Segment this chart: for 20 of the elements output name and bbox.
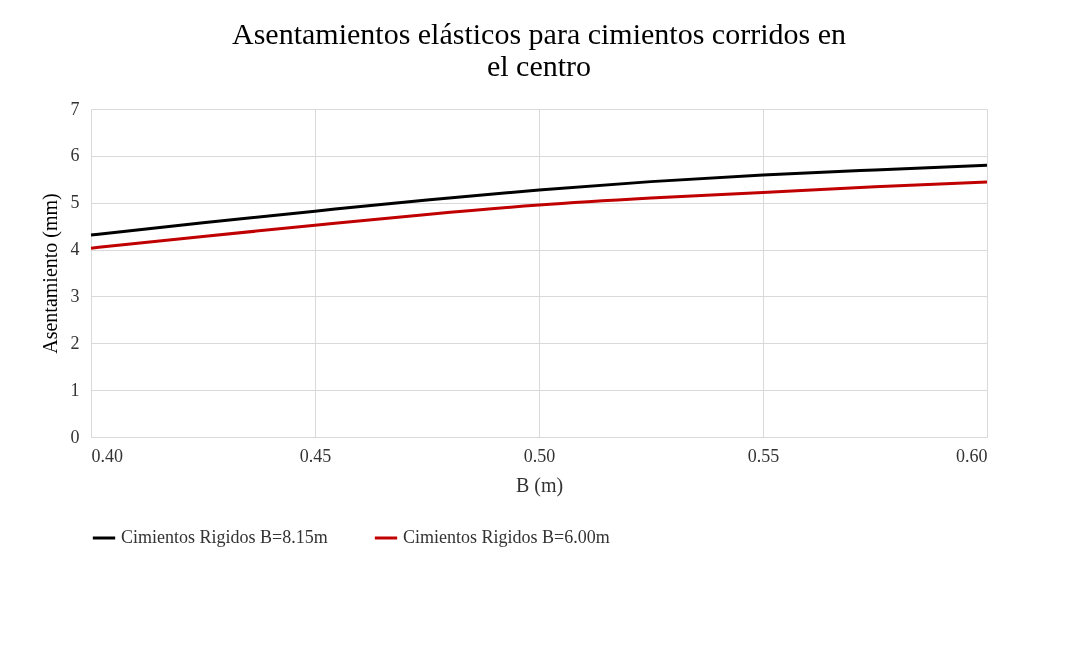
y-tick-label: 2 <box>70 332 80 353</box>
y-tick-label: 7 <box>70 98 80 119</box>
chart-title: Asentamientos elásticos para cimientos corridos en el centro <box>232 17 846 82</box>
y-tick-label: 0 <box>70 426 80 447</box>
x-tick-label: 0.40 <box>91 445 123 466</box>
legend-label: Cimientos Rigidos B=6.00m <box>403 527 610 547</box>
legend-label: Cimientos Rigidos B=8.15m <box>121 527 328 547</box>
y-tick-label: 6 <box>70 145 80 166</box>
x-tick-label: 0.50 <box>523 445 556 466</box>
y-axis-title: Asentamiento (mm) <box>38 193 62 354</box>
y-tick-label: 3 <box>70 285 80 306</box>
line-series <box>89 180 989 250</box>
line-series <box>89 163 989 237</box>
x-axis-title: B (m) <box>515 473 564 497</box>
y-tick-label: 5 <box>70 192 80 213</box>
x-tick-label: 0.45 <box>299 445 332 466</box>
y-tick-label: 4 <box>70 239 80 260</box>
x-tick-label: 0.60 <box>956 445 988 466</box>
x-tick-label: 0.55 <box>747 445 780 466</box>
y-tick-label: 1 <box>70 379 80 400</box>
